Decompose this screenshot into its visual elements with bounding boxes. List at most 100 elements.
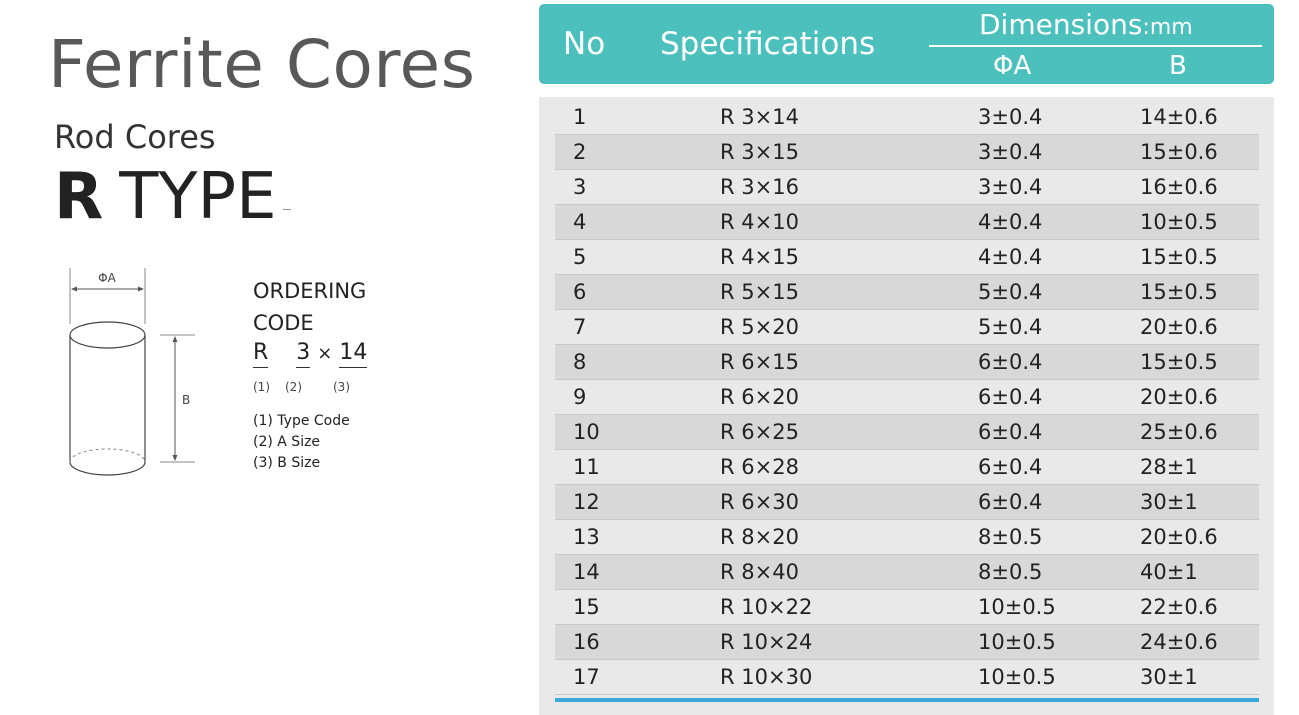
cell-phi-a: 6±0.4 <box>978 350 1043 374</box>
ordering-legend: (1) Type Code (2) A Size (3) B Size <box>253 411 350 474</box>
dimension-a-label: ΦA <box>98 271 116 285</box>
cell-no: 2 <box>573 140 587 164</box>
table-row: 11 R 6×28 6±0.4 28±1 <box>555 450 1259 485</box>
table-row: 16 R 10×24 10±0.5 24±0.6 <box>555 625 1259 660</box>
ordering-line-1: ORDERING <box>253 279 367 303</box>
cell-phi-a: 10±0.5 <box>978 595 1056 619</box>
cell-specification: R 4×15 <box>720 245 799 269</box>
cell-specification: R 3×15 <box>720 140 799 164</box>
cell-specification: R 4×10 <box>720 210 799 234</box>
cell-specification: R 8×40 <box>720 560 799 584</box>
table-row: 6 R 5×15 5±0.4 15±0.5 <box>555 275 1259 310</box>
table-row: 14 R 8×40 8±0.5 40±1 <box>555 555 1259 590</box>
cell-phi-a: 3±0.4 <box>978 140 1043 164</box>
cell-no: 14 <box>573 560 600 584</box>
table-row: 13 R 8×20 8±0.5 20±0.6 <box>555 520 1259 555</box>
table-body: 1 R 3×14 3±0.4 14±0.6 2 R 3×15 3±0.4 15±0.6 3 R 3… <box>555 100 1259 695</box>
legend-item: (2) A Size <box>253 434 321 450</box>
cell-no: 1 <box>573 105 587 129</box>
type-heading: R TYPE <box>54 160 291 234</box>
header-dimensions-label: Dimensions <box>979 8 1143 41</box>
cell-b: 10±0.5 <box>1140 210 1218 234</box>
table-row: 8 R 6×15 6±0.4 15±0.5 <box>555 345 1259 380</box>
type-code-letter: R <box>54 160 104 234</box>
rod-core-diagram: ΦA B <box>69 268 195 476</box>
cell-b: 24±0.6 <box>1140 630 1218 654</box>
cell-b: 15±0.5 <box>1140 280 1218 304</box>
cell-b: 15±0.5 <box>1140 350 1218 374</box>
cell-specification: R 10×22 <box>720 595 813 619</box>
type-word: TYPE <box>119 160 277 234</box>
cell-specification: R 5×15 <box>720 280 799 304</box>
cell-no: 4 <box>573 210 587 234</box>
cell-specification: R 6×25 <box>720 420 799 444</box>
cell-no: 13 <box>573 525 600 549</box>
header-b: B <box>1169 51 1187 81</box>
ordering-code-example: R 3 × 14 <box>253 340 368 368</box>
table-row: 12 R 6×30 6±0.4 30±1 <box>555 485 1259 520</box>
cell-phi-a: 4±0.4 <box>978 210 1043 234</box>
cell-no: 3 <box>573 175 587 199</box>
ordering-code-heading: ORDERING CODE <box>253 275 366 339</box>
cell-no: 10 <box>573 420 600 444</box>
cell-b: 30±1 <box>1140 490 1198 514</box>
code-part-a: 3 <box>296 340 311 368</box>
dimension-b-label: B <box>182 393 190 407</box>
table-row: 10 R 6×25 6±0.4 25±0.6 <box>555 415 1259 450</box>
table-body-background <box>539 97 1274 715</box>
table-header: No Specifications Dimensions:mm ΦA B <box>539 4 1274 84</box>
cell-phi-a: 3±0.4 <box>978 105 1043 129</box>
cell-b: 25±0.6 <box>1140 420 1218 444</box>
cell-no: 5 <box>573 245 587 269</box>
cell-phi-a: 10±0.5 <box>978 665 1056 689</box>
code-part-type: R <box>253 340 269 368</box>
cell-specification: R 5×20 <box>720 315 799 339</box>
cell-phi-a: 10±0.5 <box>978 630 1056 654</box>
cell-b: 30±1 <box>1140 665 1198 689</box>
cell-phi-a: 8±0.5 <box>978 525 1043 549</box>
cell-b: 40±1 <box>1140 560 1198 584</box>
table-row: 2 R 3×15 3±0.4 15±0.6 <box>555 135 1259 170</box>
cell-phi-a: 4±0.4 <box>978 245 1043 269</box>
table-row: 9 R 6×20 6±0.4 20±0.6 <box>555 380 1259 415</box>
code-times-sign: × <box>317 343 333 364</box>
cell-phi-a: 6±0.4 <box>978 490 1043 514</box>
page-title: Ferrite Cores <box>48 26 476 103</box>
cell-specification: R 10×24 <box>720 630 813 654</box>
cell-b: 20±0.6 <box>1140 385 1218 409</box>
table-row: 15 R 10×22 10±0.5 22±0.6 <box>555 590 1259 625</box>
cell-phi-a: 3±0.4 <box>978 175 1043 199</box>
cell-no: 17 <box>573 665 600 689</box>
header-phi-a: ΦA <box>993 51 1032 81</box>
code-index-2: (2) <box>285 380 302 394</box>
cell-specification: R 6×20 <box>720 385 799 409</box>
table-row: 3 R 3×16 3±0.4 16±0.6 <box>555 170 1259 205</box>
cell-no: 9 <box>573 385 587 409</box>
cell-specification: R 10×30 <box>720 665 813 689</box>
cell-b: 22±0.6 <box>1140 595 1218 619</box>
cell-no: 7 <box>573 315 587 339</box>
cell-b: 14±0.6 <box>1140 105 1218 129</box>
cell-b: 15±0.6 <box>1140 140 1218 164</box>
ordering-line-2: CODE <box>253 311 314 335</box>
table-bottom-rule <box>555 698 1259 702</box>
cell-no: 8 <box>573 350 587 374</box>
cell-b: 28±1 <box>1140 455 1198 479</box>
cell-no: 16 <box>573 630 600 654</box>
header-dimensions-unit: :mm <box>1142 15 1193 40</box>
legend-item: (3) B Size <box>253 455 321 471</box>
cell-specification: R 6×28 <box>720 455 799 479</box>
cell-no: 12 <box>573 490 600 514</box>
code-index-1: (1) <box>253 380 270 394</box>
table-row: 1 R 3×14 3±0.4 14±0.6 <box>555 100 1259 135</box>
cell-b: 20±0.6 <box>1140 525 1218 549</box>
cell-specification: R 6×30 <box>720 490 799 514</box>
page-subtitle: Rod Cores <box>54 118 216 156</box>
cell-phi-a: 8±0.5 <box>978 560 1043 584</box>
cell-no: 15 <box>573 595 600 619</box>
cell-b: 16±0.6 <box>1140 175 1218 199</box>
cell-phi-a: 6±0.4 <box>978 455 1043 479</box>
table-row: 5 R 4×15 4±0.4 15±0.5 <box>555 240 1259 275</box>
code-part-b: 14 <box>339 340 368 368</box>
code-index-3: (3) <box>333 380 350 394</box>
